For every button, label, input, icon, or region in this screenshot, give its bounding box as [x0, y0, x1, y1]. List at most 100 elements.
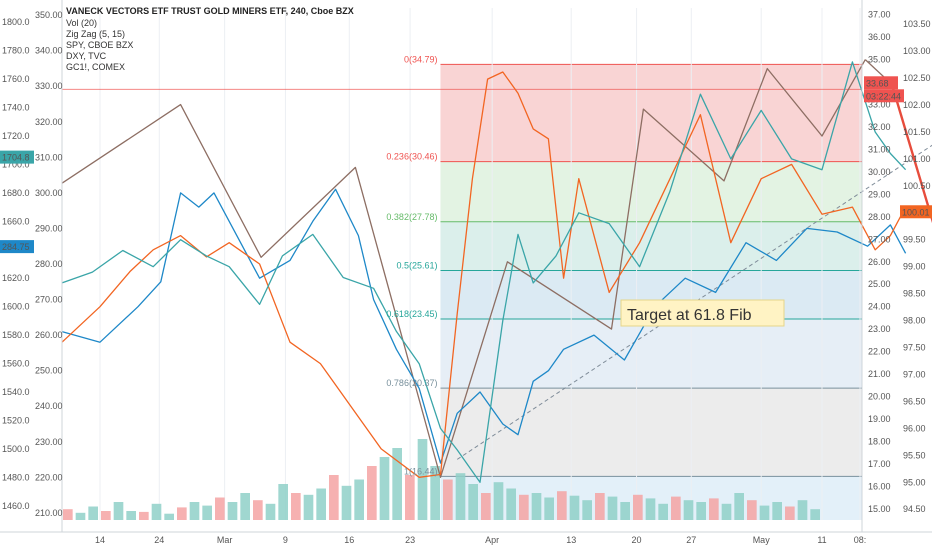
- gdx-tick-10: 27.00: [868, 234, 891, 244]
- x-tick-0: 14: [95, 535, 105, 545]
- dxy-tick-14: 96.50: [903, 396, 926, 406]
- badge-gdx: 33.68: [866, 78, 889, 88]
- gc-tick-1: 1780.0: [2, 46, 30, 56]
- volume-bar-58: [797, 500, 808, 520]
- volume-bar-27: [405, 475, 415, 520]
- x-tick-4: 16: [344, 535, 354, 545]
- fib-band-4: [440, 319, 862, 389]
- x-tick-6: Apr: [485, 535, 499, 545]
- volume-bar-19: [303, 494, 314, 520]
- gdx-tick-2: 35.00: [868, 55, 891, 65]
- dxy-tick-6: 100.50: [903, 181, 931, 191]
- fib-label-5: 0.786(20.37): [386, 378, 437, 388]
- gc-tick-15: 1500.0: [2, 444, 30, 454]
- volume-bar-10: [189, 502, 200, 520]
- volume-bar-52: [721, 503, 732, 520]
- dxy-tick-15: 96.00: [903, 423, 926, 433]
- spy-tick-7: 280.00: [35, 259, 63, 269]
- indicator-gc: GC1!, COMEX: [66, 62, 125, 72]
- volume-bar-9: [177, 507, 187, 520]
- volume-bar-40: [569, 495, 580, 520]
- volume-bar-43: [607, 496, 618, 520]
- volume-bar-4: [113, 502, 124, 520]
- series-gc: [61, 71, 907, 478]
- volume-bar-45: [633, 494, 643, 520]
- spy-tick-0: 350.00: [35, 10, 63, 20]
- gdx-tick-6: 31.00: [868, 144, 891, 154]
- gc-tick-6: 1680.0: [2, 188, 30, 198]
- fib-label-6: 1(16.44): [404, 466, 438, 476]
- gdx-tick-16: 21.00: [868, 369, 891, 379]
- volume-bar-17: [278, 484, 288, 520]
- dxy-tick-10: 98.50: [903, 289, 926, 299]
- volume-bars: [63, 439, 820, 520]
- volume-bar-49: [683, 500, 694, 520]
- spy-tick-14: 210.00: [35, 508, 63, 518]
- fib-label-0: 0(34.79): [404, 54, 438, 64]
- gdx-tick-9: 28.00: [868, 212, 891, 222]
- volume-bar-41: [582, 500, 592, 520]
- x-tick-3: 9: [283, 535, 288, 545]
- volume-bar-7: [151, 503, 162, 520]
- spy-tick-4: 310.00: [35, 152, 63, 162]
- badge-spy-bg: [0, 240, 34, 254]
- x-tick-12: 08:: [854, 535, 867, 545]
- badge-gc: 1704.8: [2, 153, 30, 163]
- volume-bar-42: [595, 493, 605, 520]
- spy-tick-11: 240.00: [35, 401, 63, 411]
- gdx-tick-11: 26.00: [868, 257, 891, 267]
- gc-tick-16: 1480.0: [2, 472, 30, 482]
- spy-tick-13: 220.00: [35, 472, 63, 482]
- volume-bar-36: [519, 494, 529, 520]
- volume-bar-0: [63, 509, 73, 520]
- fib-label-1: 0.236(30.46): [386, 152, 437, 162]
- volume-bar-38: [544, 497, 554, 520]
- volume-bar-25: [379, 457, 390, 520]
- grid: [99, 8, 861, 520]
- target-annotation-text: Target at 61.8 Fib: [627, 307, 752, 324]
- indicator-zigzag: Zig Zag (5, 15): [66, 29, 125, 39]
- series-projection: [890, 84, 932, 224]
- series-spy: [61, 188, 907, 464]
- gc-tick-0: 1800.0: [2, 17, 30, 27]
- badge-gc-bg: [0, 150, 34, 164]
- dxy-tick-2: 102.50: [903, 73, 931, 83]
- series-dxy: [61, 61, 907, 483]
- spy-tick-1: 340.00: [35, 46, 63, 56]
- volume-bar-8: [164, 513, 174, 520]
- gdx-tick-1: 36.00: [868, 32, 891, 42]
- dxy-tick-8: 99.50: [903, 235, 926, 245]
- indicator-spy: SPY, CBOE BZX: [66, 40, 133, 50]
- volume-bar-11: [202, 505, 212, 520]
- volume-bar-22: [341, 485, 352, 520]
- dxy-tick-11: 98.00: [903, 316, 926, 326]
- gc-tick-2: 1760.0: [2, 74, 30, 84]
- gc-tick-12: 1560.0: [2, 359, 30, 369]
- spy-tick-12: 230.00: [35, 437, 63, 447]
- volume-bar-20: [316, 488, 326, 520]
- dxy-tick-17: 95.00: [903, 477, 926, 487]
- fib-label-3: 0.5(25.61): [396, 261, 437, 271]
- volume-bar-34: [493, 482, 504, 520]
- fib-label-2: 0.382(27.78): [386, 212, 437, 222]
- dxy-tick-16: 95.50: [903, 450, 926, 460]
- volume-bar-16: [265, 503, 276, 520]
- volume-bar-6: [139, 511, 149, 520]
- volume-bar-12: [215, 497, 225, 520]
- volume-bar-13: [227, 502, 238, 520]
- dxy-tick-4: 101.50: [903, 127, 931, 137]
- volume-bar-1: [75, 512, 86, 520]
- gc-tick-3: 1740.0: [2, 103, 30, 113]
- volume-bar-47: [658, 503, 668, 520]
- volume-bar-35: [506, 488, 516, 520]
- x-tick-8: 20: [632, 535, 642, 545]
- gc-tick-13: 1540.0: [2, 387, 30, 397]
- volume-bar-57: [785, 506, 795, 520]
- x-tick-7: 13: [566, 535, 576, 545]
- dxy-tick-0: 103.50: [903, 19, 931, 29]
- gdx-tick-13: 24.00: [868, 302, 891, 312]
- x-tick-10: May: [753, 535, 771, 545]
- volume-bar-37: [531, 493, 542, 520]
